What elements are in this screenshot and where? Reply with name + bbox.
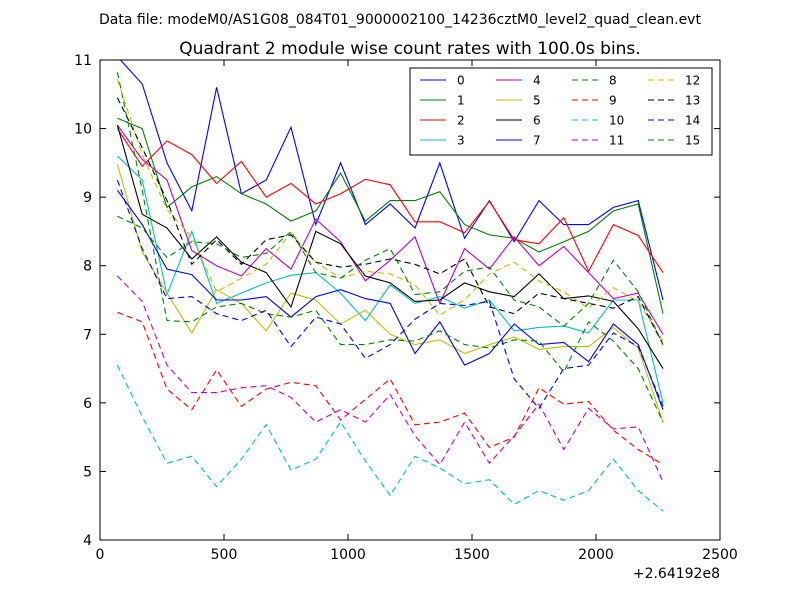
y-tick-label: 6 xyxy=(83,396,92,412)
legend-label: 5 xyxy=(533,94,541,108)
series-line-4 xyxy=(116,124,664,335)
x-tick-label: 1000 xyxy=(330,547,366,563)
y-tick-label: 7 xyxy=(83,327,92,343)
series-line-13 xyxy=(116,97,664,345)
y-tick-label: 11 xyxy=(74,53,92,69)
legend-label: 14 xyxy=(685,114,700,128)
legend-label: 9 xyxy=(609,94,617,108)
legend-label: 3 xyxy=(457,134,465,148)
x-tick-label: 0 xyxy=(96,547,105,563)
series-line-0 xyxy=(119,60,664,301)
x-tick-label: 2000 xyxy=(578,547,614,563)
series-lines xyxy=(116,60,664,512)
legend-label: 4 xyxy=(533,74,541,88)
series-line-5 xyxy=(116,164,664,423)
legend-label: 7 xyxy=(533,134,541,148)
x-tick-label: 500 xyxy=(211,547,238,563)
legend-label: 12 xyxy=(685,74,700,88)
chart-suptitle: Data file: modeM0/AS1G08_084T01_90000021… xyxy=(99,12,701,28)
y-tick-label: 4 xyxy=(83,533,92,549)
legend-label: 2 xyxy=(457,114,465,128)
series-line-15 xyxy=(117,215,664,345)
y-tick-label: 5 xyxy=(83,464,92,480)
series-line-6 xyxy=(116,124,664,369)
series-line-9 xyxy=(117,311,664,466)
y-tick-label: 9 xyxy=(83,190,92,206)
x-offset-label: +2.64192e8 xyxy=(633,566,720,582)
legend-label: 1 xyxy=(457,94,465,108)
series-line-11 xyxy=(117,275,664,482)
series-line-1 xyxy=(117,117,664,314)
plot-frame xyxy=(99,59,721,541)
series-line-3 xyxy=(117,155,664,404)
y-tick-label: 10 xyxy=(74,122,92,138)
legend-label: 13 xyxy=(685,94,700,108)
y-tick-label: 8 xyxy=(83,259,92,275)
series-line-2 xyxy=(116,128,664,273)
series-line-10 xyxy=(116,364,664,512)
legend-label: 10 xyxy=(609,114,624,128)
series-line-12 xyxy=(116,79,664,342)
legend-box xyxy=(409,67,713,156)
x-tick-label: 2500 xyxy=(702,547,738,563)
series-line-8 xyxy=(116,72,664,423)
chart-title: Quadrant 2 module wise count rates with … xyxy=(179,39,640,59)
legend-label: 15 xyxy=(685,134,700,148)
legend-label: 0 xyxy=(457,74,465,88)
legend-label: 8 xyxy=(609,74,617,88)
series-line-14 xyxy=(116,179,664,410)
legend-label: 11 xyxy=(609,134,624,148)
legend-label: 6 xyxy=(533,114,541,128)
series-line-7 xyxy=(116,189,664,410)
x-tick-label: 1500 xyxy=(454,547,490,563)
